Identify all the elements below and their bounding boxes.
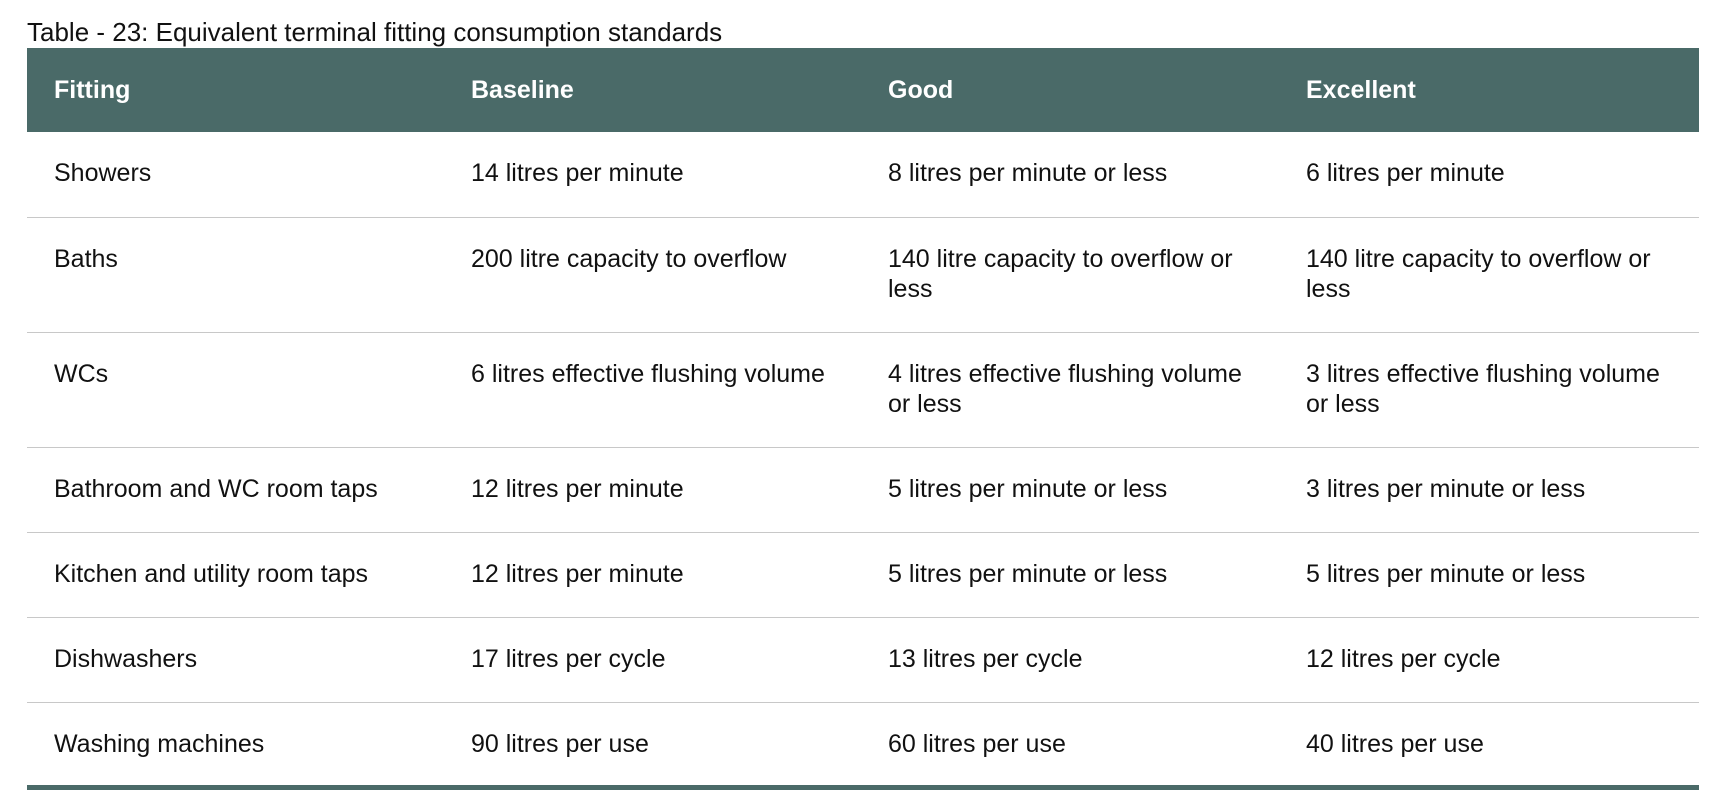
cell-fitting: Showers [27,132,444,218]
cell-baseline: 200 litre capacity to overflow [444,217,861,333]
table-body: Showers 14 litres per minute 8 litres pe… [27,132,1699,790]
cell-good: 13 litres per cycle [861,617,1279,703]
table-row: Baths 200 litre capacity to overflow 140… [27,217,1699,333]
cell-excellent: 40 litres per use [1279,702,1699,790]
cell-baseline: 6 litres effective flushing volume [444,332,861,448]
cell-baseline: 14 litres per minute [444,132,861,218]
cell-fitting: Dishwashers [27,617,444,703]
cell-baseline: 12 litres per minute [444,447,861,533]
cell-fitting: Bathroom and WC room taps [27,447,444,533]
header-row: Fitting Baseline Good Excellent [27,48,1699,132]
cell-excellent: 3 litres per minute or less [1279,447,1699,533]
cell-excellent: 3 litres effective flushing volume or le… [1279,332,1699,448]
table-row: Showers 14 litres per minute 8 litres pe… [27,132,1699,218]
consumption-standards-table: Fitting Baseline Good Excellent Showers … [27,48,1699,790]
table-row: Dishwashers 17 litres per cycle 13 litre… [27,617,1699,703]
cell-good: 8 litres per minute or less [861,132,1279,218]
table-row: Bathroom and WC room taps 12 litres per … [27,447,1699,533]
table-header: Fitting Baseline Good Excellent [27,48,1699,132]
cell-fitting: Washing machines [27,702,444,790]
cell-fitting: Kitchen and utility room taps [27,532,444,618]
cell-good: 140 litre capacity to overflow or less [861,217,1279,333]
cell-fitting: WCs [27,332,444,448]
table-caption: Table - 23: Equivalent terminal fitting … [27,17,723,47]
cell-baseline: 17 litres per cycle [444,617,861,703]
header-excellent: Excellent [1306,76,1416,104]
table-row: WCs 6 litres effective flushing volume 4… [27,332,1699,448]
cell-fitting: Baths [27,217,444,333]
cell-good: 60 litres per use [861,702,1279,790]
cell-baseline: 90 litres per use [444,702,861,790]
cell-excellent: 6 litres per minute [1279,132,1699,218]
header-baseline: Baseline [471,76,574,104]
cell-excellent: 12 litres per cycle [1279,617,1699,703]
cell-good: 4 litres effective flushing volume or le… [861,332,1279,448]
header-fitting: Fitting [54,76,131,104]
cell-baseline: 12 litres per minute [444,532,861,618]
table-row: Kitchen and utility room taps 12 litres … [27,532,1699,618]
consumption-standards-table-container: Fitting Baseline Good Excellent Showers … [27,48,1699,790]
table-row: Washing machines 90 litres per use 60 li… [27,702,1699,790]
cell-good: 5 litres per minute or less [861,532,1279,618]
header-good: Good [888,76,954,104]
cell-excellent: 5 litres per minute or less [1279,532,1699,618]
cell-excellent: 140 litre capacity to overflow or less [1279,217,1699,333]
cell-good: 5 litres per minute or less [861,447,1279,533]
